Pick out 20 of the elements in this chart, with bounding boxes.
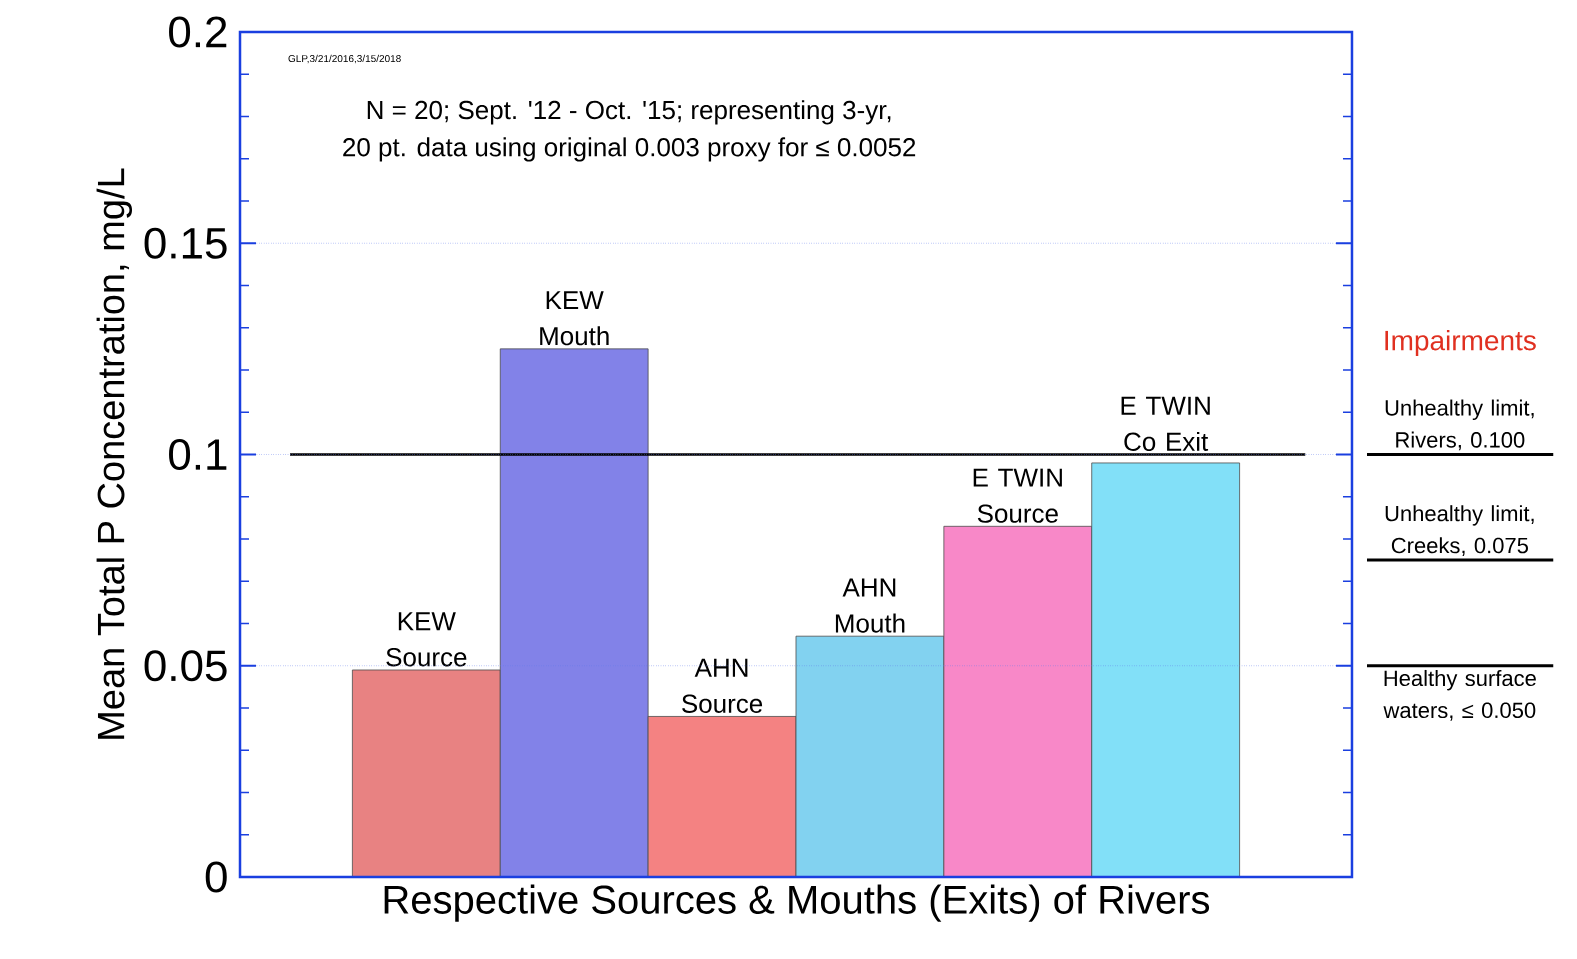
x-tick-label: E TWIN Co Exit	[1121, 396, 1210, 451]
ref-line-label: Healthy surface waters, ≤ 0.050	[1383, 669, 1536, 721]
x-tick-label: E TWIN Source	[973, 468, 1062, 523]
y-tick-label: 0	[205, 861, 227, 893]
y-tick-label: 0.15	[144, 227, 227, 259]
ref-line-label: Unhealthy limit, Rivers, 0.100	[1385, 399, 1534, 451]
ref-line-label: Unhealthy limit, Creeks, 0.075	[1385, 505, 1534, 556]
x-tick-label: AHN Source	[682, 658, 763, 713]
annotation: GLP,3/21/2016,3/15/2018	[288, 54, 401, 64]
legend-title: Impairments	[1385, 329, 1536, 356]
annotation: 20 pt. data using original 0.003 proxy for ≤ 0.0052	[343, 137, 916, 162]
x-tick-label: KEW Mouth	[540, 291, 609, 346]
x-tick-label: AHN Mouth	[835, 578, 905, 633]
y-tick-label: 0.05	[144, 650, 227, 682]
x-axis-title: Respective Sources & Mouths (Exits) of Rivers	[384, 884, 1210, 922]
y-tick-label: 0.2	[169, 16, 227, 48]
annotation: N = 20; Sept. '12 - Oct. '15; representing 3-yr,	[367, 100, 891, 125]
y-axis-title: Mean Total P Concentration, mg/L	[96, 168, 133, 739]
y-tick-label: 0.1	[169, 438, 227, 471]
x-tick-label: KEW Source	[386, 612, 467, 667]
